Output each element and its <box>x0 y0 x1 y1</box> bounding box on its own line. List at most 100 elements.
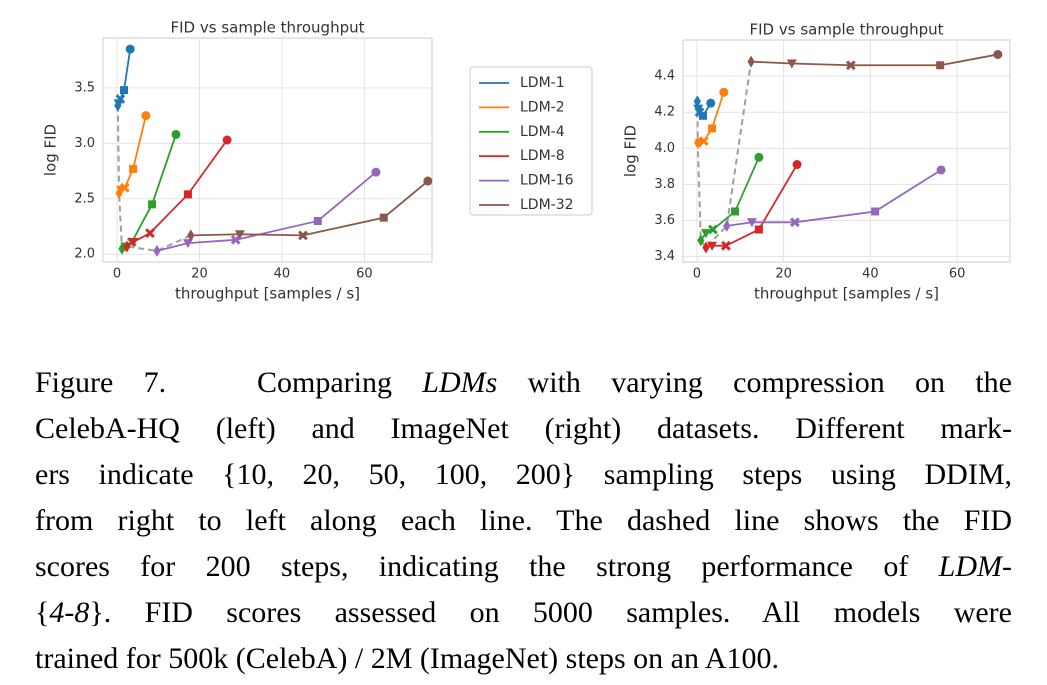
x-tick-label: 20 <box>775 267 792 282</box>
plot-area <box>102 37 433 263</box>
x-tick-label: 0 <box>113 267 121 282</box>
chart-title: FID vs sample throughput <box>750 21 944 39</box>
legend-label: LDM-32 <box>520 197 574 213</box>
marker <box>379 213 388 222</box>
marker <box>230 234 241 245</box>
marker <box>702 241 710 254</box>
caption-line: Figure 7. Comparing LDMs with varying co… <box>35 360 1012 406</box>
marker <box>719 87 729 97</box>
caption-text: { <box>35 596 50 629</box>
caption-text: with varying compression on the <box>497 366 1012 399</box>
marker <box>786 59 797 69</box>
dashed-line <box>696 61 753 250</box>
x-axis-label: throughput [samples / s] <box>754 285 939 303</box>
caption-text: from right to left along each line. The … <box>35 504 1012 537</box>
y-tick-label: 4.2 <box>654 105 675 120</box>
caption-line: ers indicate {10, 20, 50, 100, 200} samp… <box>35 452 1012 498</box>
marker <box>371 167 381 177</box>
chart-title: FID vs sample throughput <box>171 19 365 37</box>
y-tick-label: 4.4 <box>654 69 675 84</box>
marker <box>298 230 308 241</box>
caption-text: 4-8 <box>49 596 90 629</box>
caption-line: from right to left along each line. The … <box>35 498 1012 544</box>
marker <box>141 111 151 121</box>
y-tick-label: 3.0 <box>74 136 95 151</box>
legend-label: LDM-4 <box>520 124 565 140</box>
marker <box>120 86 129 95</box>
caption-text: LDMs <box>422 366 498 399</box>
x-tick-label: 60 <box>356 267 373 282</box>
marker <box>234 230 245 240</box>
y-tick-label: 3.6 <box>654 213 675 228</box>
marker <box>693 104 704 114</box>
marker <box>731 207 740 216</box>
marker <box>145 228 155 239</box>
caption-text: LDM- <box>938 550 1012 583</box>
marker <box>871 207 880 216</box>
caption-line: trained for 500k (CelebA) / 2M (ImageNet… <box>35 636 1012 682</box>
marker <box>148 200 157 209</box>
marker <box>693 95 701 108</box>
marker <box>171 129 181 139</box>
marker <box>114 99 122 112</box>
x-tick-label: 0 <box>693 267 701 282</box>
legend-box <box>469 66 593 216</box>
x-tick-label: 20 <box>191 267 208 282</box>
legend-label: LDM-2 <box>520 99 565 115</box>
marker <box>129 164 138 173</box>
marker <box>697 234 705 247</box>
x-tick-label: 60 <box>949 267 966 282</box>
caption-line: scores for 200 steps, indicating the str… <box>35 544 1012 590</box>
caption-text: }. FID scores assessed on 5000 samples. … <box>89 596 1012 629</box>
legend-label: LDM-1 <box>520 75 565 91</box>
figure-charts: 0 20 40 60 2.0 2.5 3.0 3.5 FID vs sample through… <box>42 19 1011 303</box>
y-tick-label: 3.8 <box>654 177 675 192</box>
marker <box>936 61 945 70</box>
marker <box>790 217 800 228</box>
marker <box>845 60 856 71</box>
marker <box>128 238 139 248</box>
marker <box>182 239 193 249</box>
marker <box>313 216 322 225</box>
figure-caption: Figure 7. Comparing LDMs with varying co… <box>35 360 1012 682</box>
caption-text: trained for 500k (CelebA) / 2M (ImageNet… <box>35 642 779 675</box>
x-tick-label: 40 <box>862 267 879 282</box>
marker <box>125 44 135 54</box>
x-axis-label: throughput [samples / s] <box>175 285 360 303</box>
marker <box>118 242 126 255</box>
marker <box>723 219 731 232</box>
marker <box>707 241 718 251</box>
marker <box>183 190 192 199</box>
marker <box>754 225 763 234</box>
caption-text: Figure 7. Comparing <box>35 366 423 399</box>
marker <box>792 160 802 170</box>
legend-label: LDM-8 <box>520 148 565 164</box>
y-axis-label: log FID <box>42 124 60 176</box>
marker <box>993 49 1003 59</box>
marker <box>706 98 716 108</box>
marker <box>115 187 123 200</box>
x-tick-label: 40 <box>274 267 291 282</box>
marker <box>746 218 757 228</box>
marker <box>754 152 764 162</box>
y-tick-label: 4.0 <box>654 141 675 156</box>
caption-text: scores for 200 steps, indicating the str… <box>35 550 939 583</box>
marker <box>694 136 702 149</box>
marker <box>700 229 711 239</box>
marker <box>153 244 161 257</box>
marker <box>708 224 718 235</box>
y-tick-label: 3.5 <box>74 80 95 95</box>
y-tick-label: 2.5 <box>74 191 95 206</box>
plot-area <box>682 39 1011 263</box>
caption-text: CelebA-HQ (left) and ImageNet (right) da… <box>35 412 1012 445</box>
caption-line: {4-8}. FID scores assessed on 5000 sampl… <box>35 590 1012 636</box>
caption-line: CelebA-HQ (left) and ImageNet (right) da… <box>35 406 1012 452</box>
y-axis-label: log FID <box>622 125 640 177</box>
y-tick-label: 2.0 <box>74 247 95 262</box>
marker <box>747 55 755 68</box>
marker <box>721 240 731 251</box>
marker <box>423 176 433 186</box>
marker <box>708 124 717 133</box>
caption-text: ers indicate {10, 20, 50, 100, 200} samp… <box>35 458 1012 491</box>
